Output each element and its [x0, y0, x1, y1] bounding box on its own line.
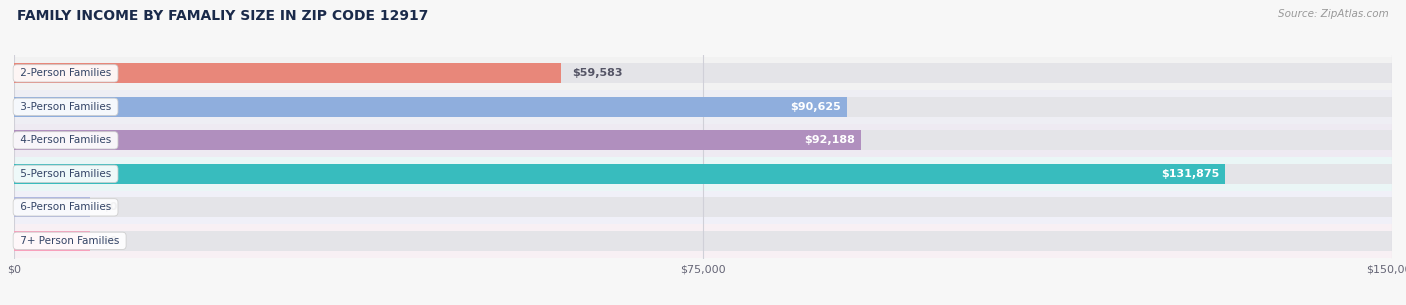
Text: $0: $0 [103, 236, 118, 246]
Text: $131,875: $131,875 [1161, 169, 1220, 179]
Bar [14, 97, 846, 117]
Bar [14, 191, 1392, 224]
Text: $92,188: $92,188 [804, 135, 855, 145]
Text: $59,583: $59,583 [572, 68, 623, 78]
Bar [14, 224, 1392, 258]
Text: 6-Person Families: 6-Person Families [17, 202, 114, 212]
Text: 4-Person Families: 4-Person Families [17, 135, 114, 145]
Text: $90,625: $90,625 [790, 102, 841, 112]
Bar [14, 231, 90, 251]
Text: 5-Person Families: 5-Person Families [17, 169, 114, 179]
Bar [14, 164, 1226, 184]
Bar [14, 63, 561, 83]
Text: 7+ Person Families: 7+ Person Families [17, 236, 122, 246]
Bar [14, 124, 1392, 157]
Text: Source: ZipAtlas.com: Source: ZipAtlas.com [1278, 9, 1389, 19]
Bar [14, 90, 1392, 124]
Bar [14, 130, 1392, 150]
Bar [14, 197, 90, 217]
Text: 3-Person Families: 3-Person Families [17, 102, 114, 112]
Bar [14, 97, 1392, 117]
Bar [14, 197, 1392, 217]
Bar [14, 231, 1392, 251]
Bar [14, 63, 1392, 83]
Bar [14, 164, 1392, 184]
Text: 2-Person Families: 2-Person Families [17, 68, 114, 78]
Text: FAMILY INCOME BY FAMALIY SIZE IN ZIP CODE 12917: FAMILY INCOME BY FAMALIY SIZE IN ZIP COD… [17, 9, 429, 23]
Text: $0: $0 [103, 202, 118, 212]
Bar [14, 130, 860, 150]
Bar [14, 56, 1392, 90]
Bar [14, 157, 1392, 191]
